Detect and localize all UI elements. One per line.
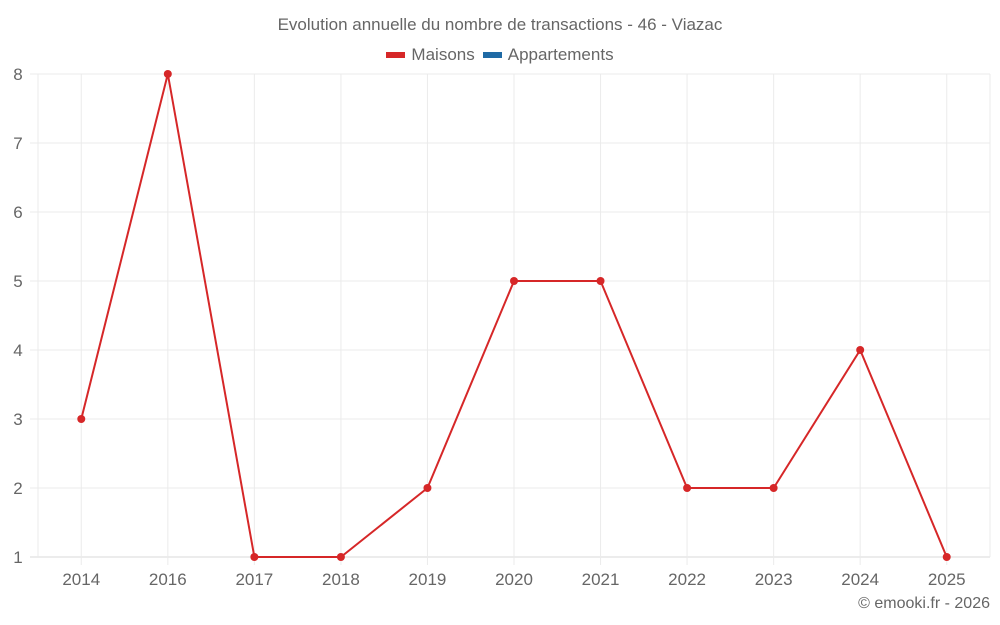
data-point (163, 70, 172, 78)
legend-swatch-maisons (386, 52, 406, 58)
x-tick-label: 2025 (928, 570, 966, 589)
y-tick-label: 2 (13, 479, 22, 498)
data-point (596, 277, 605, 285)
data-point (683, 484, 692, 492)
legend-swatch-appartements (482, 52, 502, 58)
data-point (769, 484, 778, 492)
x-tick-label: 2019 (409, 570, 447, 589)
x-axis: 2014 2016 2017 2018 2019 2020 2021 2022 2023 2024… (62, 570, 965, 589)
legend-label-appartements: Appartements (507, 45, 614, 64)
data-point (77, 415, 86, 423)
y-axis: 1 2 3 4 5 6 7 8 (13, 65, 22, 567)
legend-item-appartements[interactable]: Appartements (482, 45, 614, 65)
data-point (250, 553, 259, 561)
y-tick-label: 3 (13, 410, 22, 429)
data-point (510, 277, 518, 285)
legend-label-maisons: Maisons (411, 45, 475, 64)
series-maisons (77, 70, 951, 561)
y-tick-label: 1 (13, 548, 22, 567)
data-point (942, 553, 951, 561)
x-tick-label: 2017 (235, 570, 273, 589)
x-tick-label: 2014 (62, 570, 100, 589)
data-point (856, 346, 865, 354)
chart-legend: Maisons Appartements (0, 45, 1000, 65)
y-tick-label: 4 (13, 341, 22, 360)
x-tick-label: 2016 (149, 570, 187, 589)
y-tick-label: 5 (13, 272, 22, 291)
x-tick-label: 2018 (322, 570, 360, 589)
x-tick-label: 2021 (582, 570, 620, 589)
grid-lines (30, 73, 991, 565)
chart-title: Evolution annuelle du nombre de transact… (277, 15, 723, 34)
x-tick-label: 2022 (668, 570, 706, 589)
x-tick-label: 2023 (755, 570, 793, 589)
data-point (336, 553, 345, 561)
x-tick-label: 2020 (495, 570, 533, 589)
legend-item-maisons[interactable]: Maisons (386, 45, 475, 65)
copyright-credit: © emooki.fr - 2026 (858, 595, 990, 612)
y-tick-label: 6 (13, 203, 22, 222)
y-tick-label: 8 (13, 65, 22, 84)
data-point (423, 484, 432, 492)
x-tick-label: 2024 (841, 570, 879, 589)
y-tick-label: 7 (13, 134, 22, 153)
